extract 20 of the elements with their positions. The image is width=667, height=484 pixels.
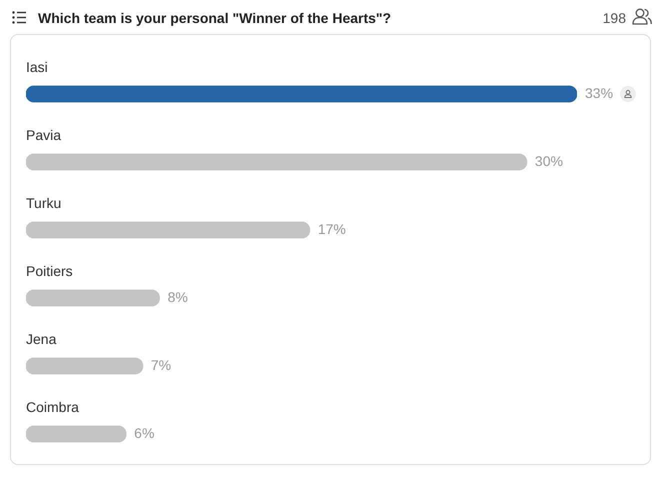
bar [26,290,160,306]
data-label: 30% [534,152,563,169]
y-tick-label: Pavia [26,126,62,143]
bar [26,426,127,442]
bar [26,86,577,102]
data-label: 7% [150,356,172,373]
bar [26,222,310,238]
y-tick-label: Turku [26,194,62,211]
y-tick-label: Iasi [26,58,48,75]
y-tick-label: Jena [26,330,57,347]
bar [26,358,144,374]
chart-title: Which team is your personal "Winner of the Hearts"? [38,9,392,27]
text: 198 [602,10,626,26]
bar [26,154,528,170]
data-label: 6% [134,424,154,441]
data-label: 8% [168,288,188,305]
data-label: 17% [318,220,346,237]
data-label: 33% [585,84,614,101]
y-tick-label: Coimbra [26,398,80,415]
y-tick-label: Poitiers [26,262,73,279]
